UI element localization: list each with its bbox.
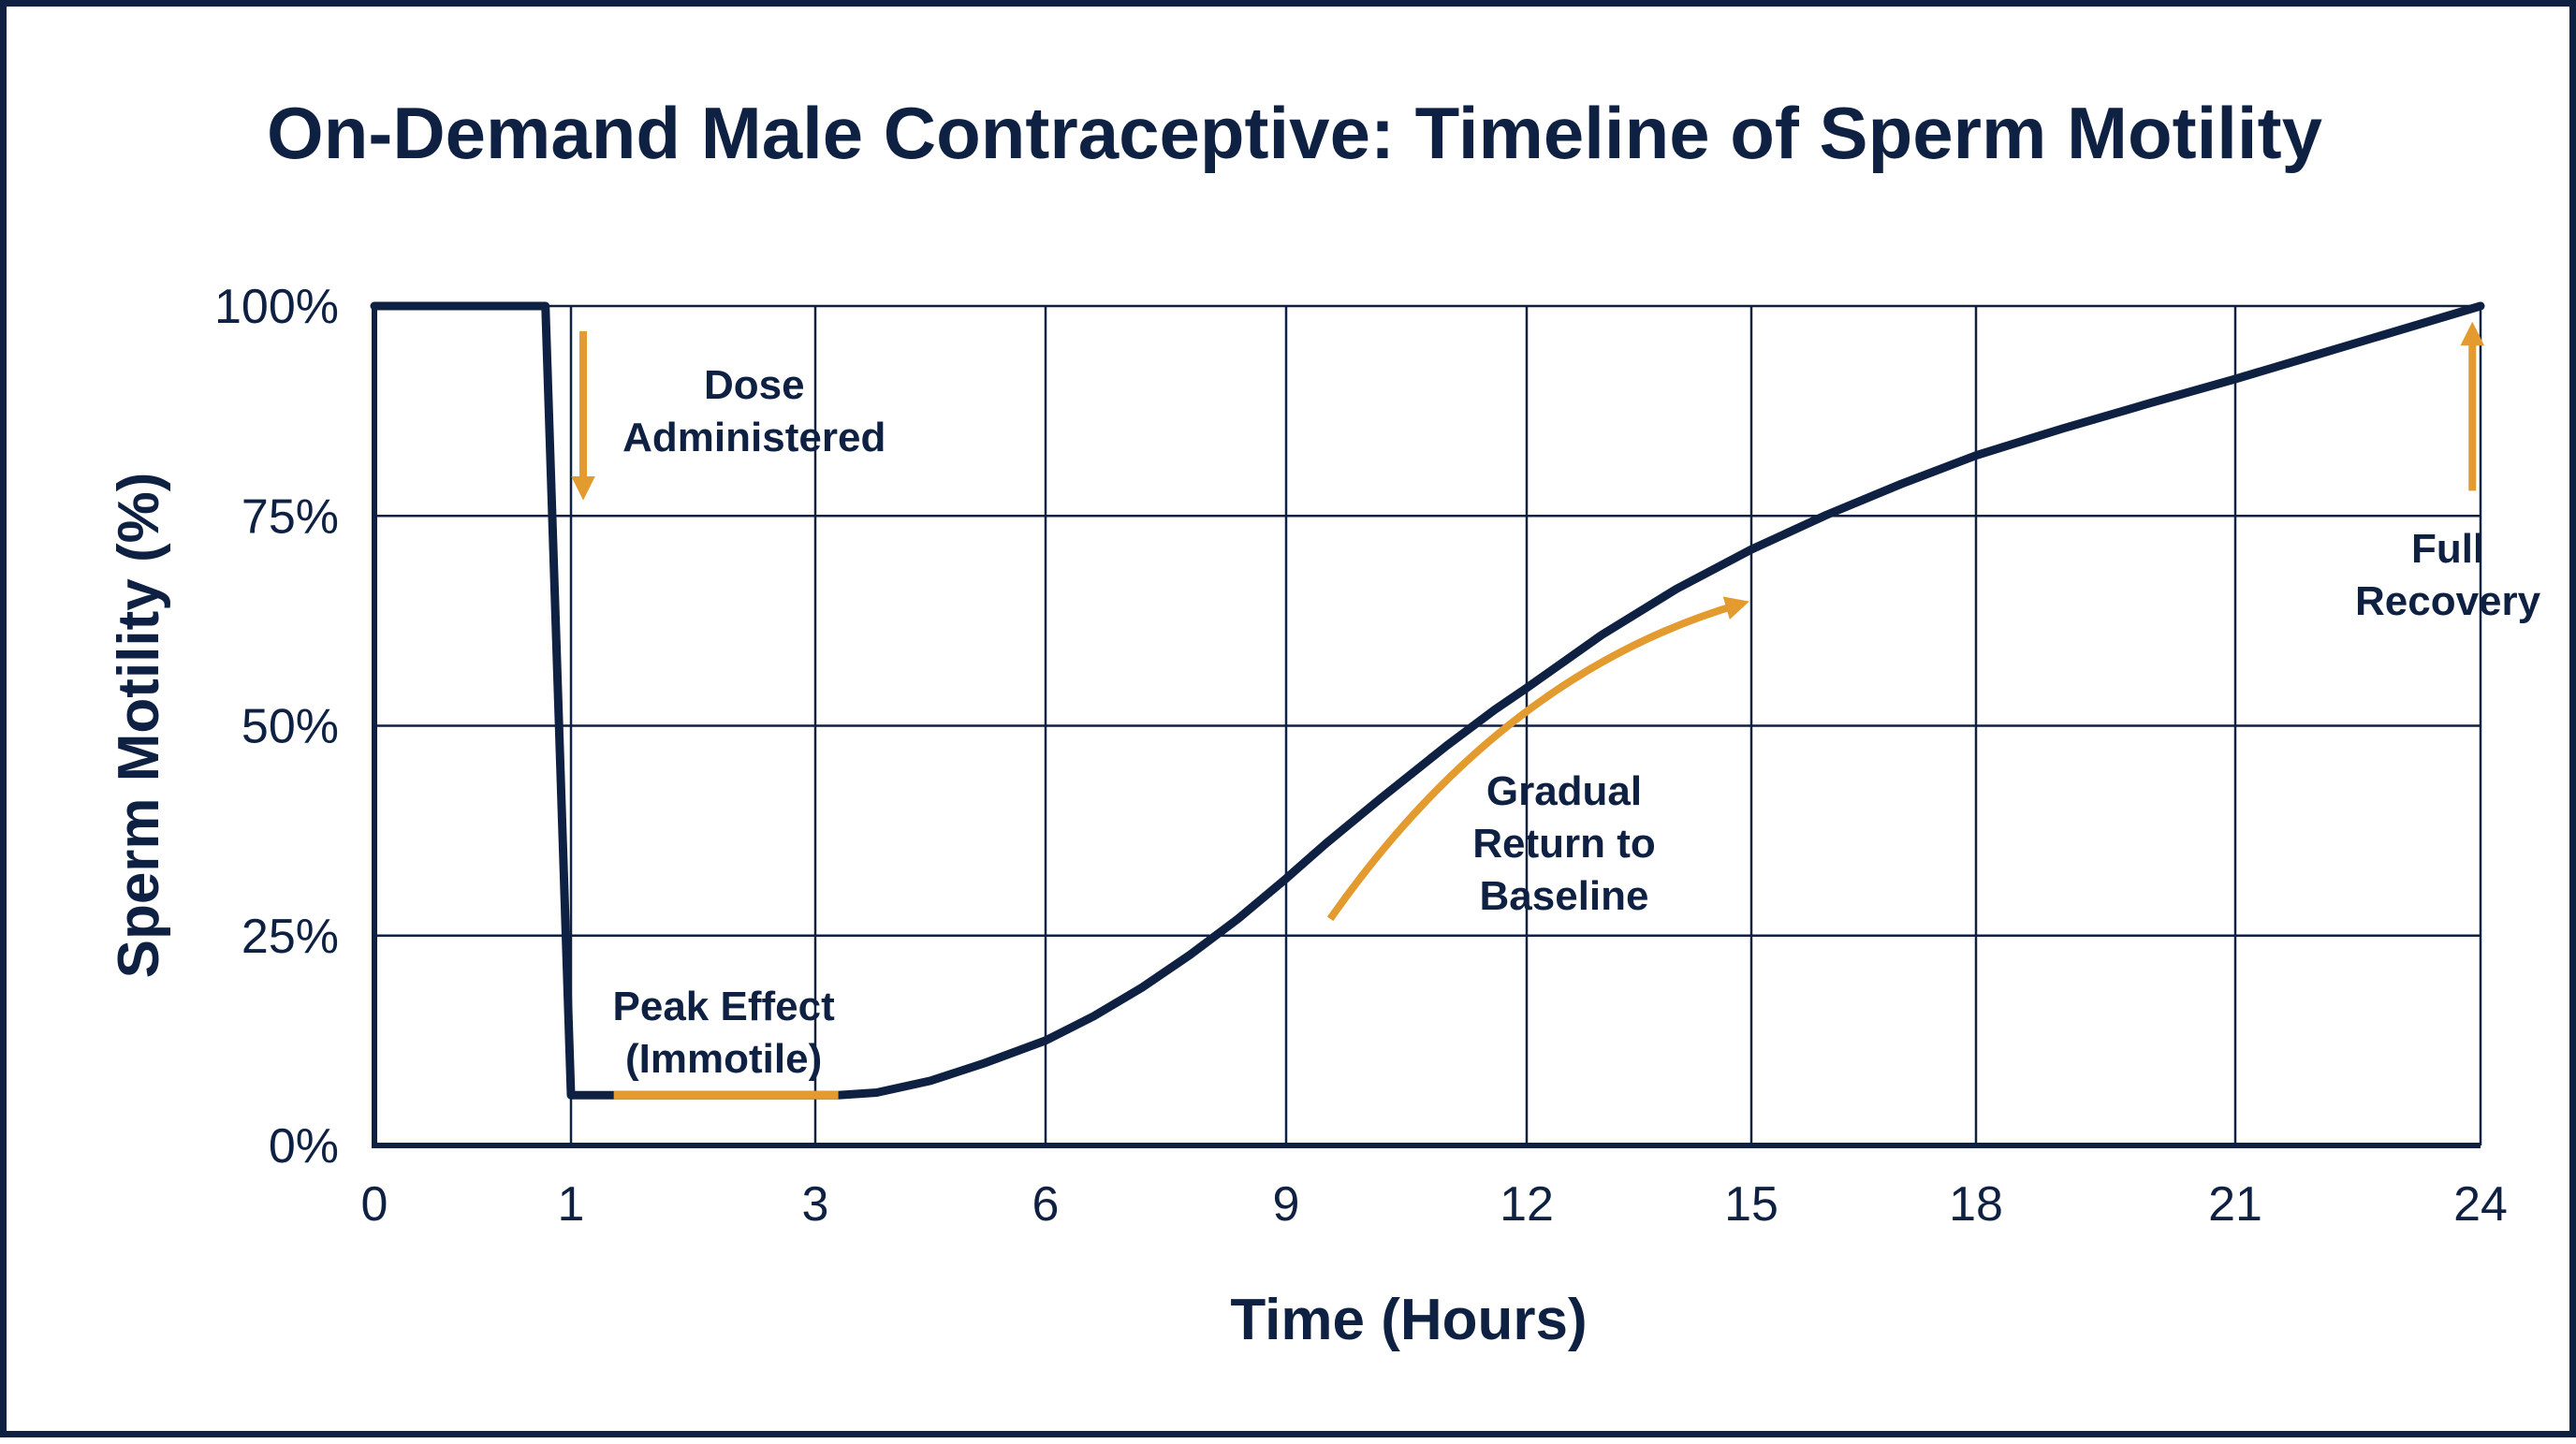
gradual-label-line: Baseline [1480, 873, 1649, 919]
x-tick-label: 1 [558, 1177, 585, 1232]
x-tick-labels: 0 1 3 6 9 12 15 18 21 24 [361, 1177, 2508, 1232]
dose-label: Dose Administered [622, 362, 886, 460]
y-tick-label: 100% [214, 280, 339, 334]
chart-title: On-Demand Male Contraceptive: Timeline o… [267, 92, 2322, 174]
peak-label-line: (Immotile) [625, 1036, 822, 1082]
gradual-label-line: Return to [1472, 821, 1656, 867]
annotations: Dose Administered Peak Effect (Immotile) Gra… [571, 321, 2541, 1082]
y-axis-title: Sperm Motility (%) [107, 473, 171, 979]
recovery-label-line: Recovery [2355, 578, 2541, 624]
x-tick-label: 9 [1273, 1177, 1300, 1232]
series-lines [370, 301, 2485, 1100]
x-tick-label: 0 [361, 1177, 388, 1232]
grid-lines [374, 304, 2482, 1145]
x-tick-label: 18 [1949, 1177, 2003, 1232]
x-tick-label: 3 [802, 1177, 829, 1232]
x-tick-label: 12 [1500, 1177, 1554, 1232]
axes [372, 303, 2481, 1148]
dose-label-line: Administered [622, 415, 886, 460]
y-tick-label: 25% [242, 910, 339, 964]
x-tick-label: 15 [1724, 1177, 1778, 1232]
x-axis-title: Time (Hours) [1230, 1288, 1587, 1352]
recovery-label: Full Recovery [2355, 526, 2541, 624]
gradual-label: Gradual Return to Baseline [1472, 768, 1656, 919]
x-tick-label: 24 [2453, 1177, 2508, 1232]
peak-label: Peak Effect (Immotile) [613, 984, 836, 1082]
dose-label-line: Dose [704, 362, 805, 408]
series-line [370, 301, 2485, 1100]
y-tick-label: 75% [242, 489, 339, 544]
gradual-arrow [1326, 596, 1749, 922]
y-tick-labels: 0% 25% 50% 75% 100% [214, 280, 339, 1174]
peak-label-line: Peak Effect [613, 984, 836, 1029]
x-tick-label: 21 [2208, 1177, 2262, 1232]
x-tick-label: 6 [1032, 1177, 1060, 1232]
gradual-label-line: Gradual [1486, 768, 1642, 814]
chart-svg: On-Demand Male Contraceptive: Timeline o… [107, 92, 2541, 1352]
y-tick-label: 0% [269, 1119, 339, 1174]
y-tick-label: 50% [242, 700, 339, 754]
recovery-label-line: Full [2411, 526, 2484, 572]
